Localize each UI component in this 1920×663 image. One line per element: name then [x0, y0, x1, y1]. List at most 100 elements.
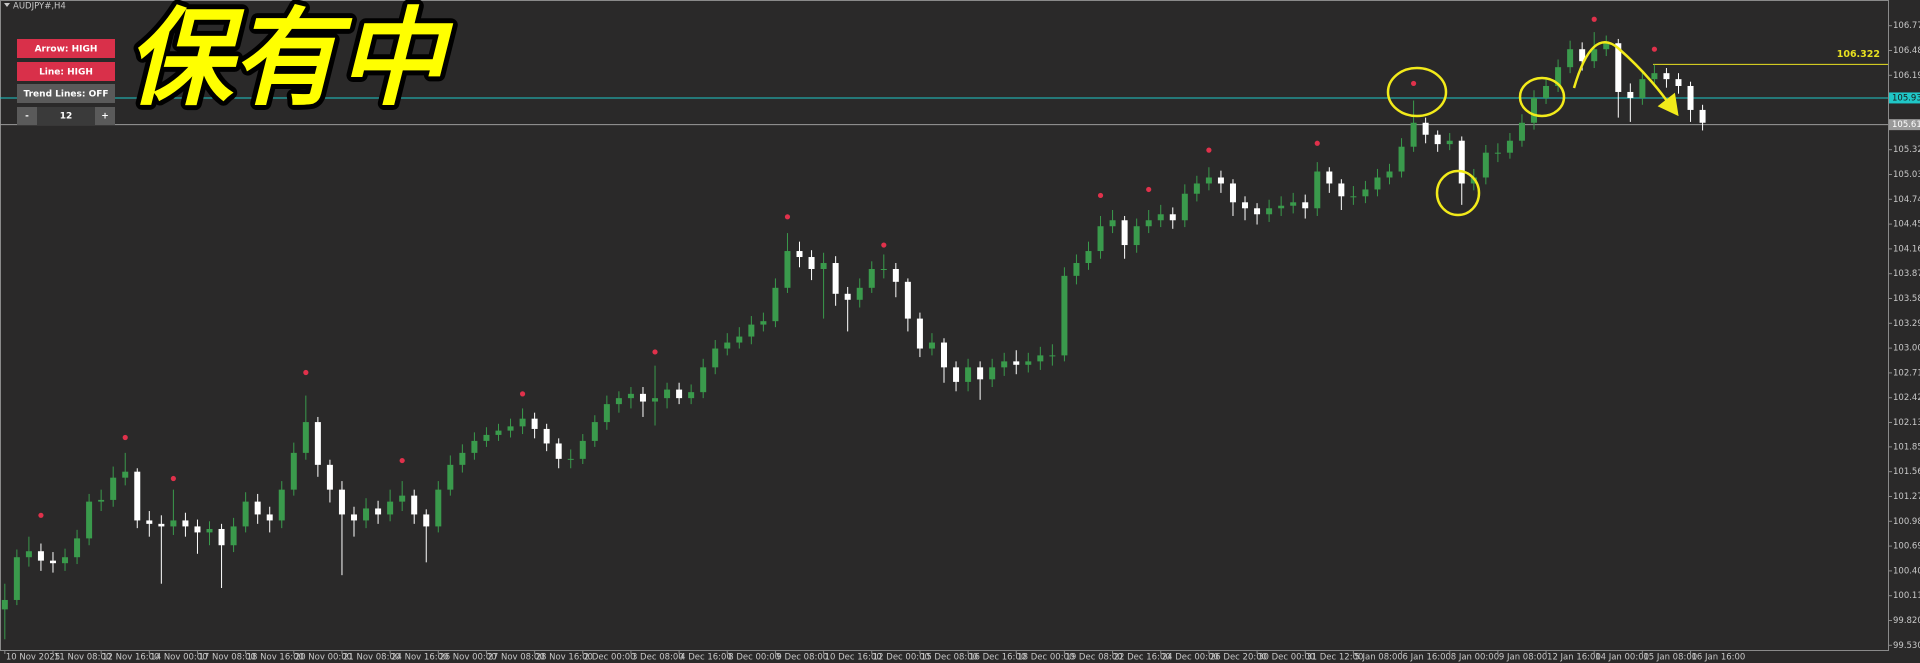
y-tick-label: 100.400 [1893, 566, 1920, 576]
minus-label[interactable]: - [25, 112, 29, 122]
y-tick-label: 101.560 [1893, 467, 1920, 477]
candle-body [543, 428, 550, 444]
candle-body [1181, 193, 1188, 221]
x-tick-label: 16 Dec 16:00 [969, 653, 1026, 663]
x-tick-label: 24 Dec 00:00 [1162, 653, 1219, 663]
trend-button[interactable] [17, 84, 115, 103]
signal-dot [38, 512, 44, 518]
x-tick-label: 21 Nov 08:00 [343, 653, 400, 663]
candle-body [1085, 251, 1092, 264]
minus-button[interactable] [17, 107, 37, 125]
x-tick-label: 8 Dec 00:00 [728, 653, 780, 663]
candle-body [278, 489, 285, 521]
candle-body [1121, 220, 1128, 246]
candle-body [182, 520, 189, 527]
candle-body [724, 342, 731, 349]
x-tick-label: 15 Jan 08:00 [1643, 653, 1697, 663]
candle-body [1049, 355, 1056, 357]
x-tick-label: 26 Dec 20:00 [1210, 653, 1267, 663]
button-label[interactable]: Arrow: HIGH [35, 45, 98, 55]
plus-button[interactable] [95, 107, 115, 125]
candle-body [1205, 177, 1212, 184]
candle-body [1254, 208, 1261, 215]
x-tick-label: 14 Nov 00:00 [150, 653, 207, 663]
x-tick-label: 9 Jan 08:00 [1499, 653, 1547, 663]
y-tick-label: 103.875 [1893, 269, 1920, 279]
candle-body [519, 418, 526, 427]
candle-body [254, 501, 261, 515]
signal-dot [1146, 186, 1152, 193]
button-label[interactable]: Trend Lines: OFF [23, 90, 108, 100]
candle-body [1386, 171, 1393, 178]
candle-body [1290, 202, 1297, 206]
candle-body [110, 477, 117, 500]
candle-body [1663, 73, 1670, 80]
y-tick-label: 103.295 [1893, 319, 1920, 329]
candle-body [796, 251, 803, 258]
candle-body [1603, 43, 1610, 50]
signal-dot [1591, 16, 1597, 22]
plot-frame [0, 0, 1889, 651]
candle-body [1157, 214, 1164, 221]
candle-body [1555, 67, 1562, 86]
x-tick-label: 18 Dec 00:00 [1017, 653, 1074, 663]
menu-triangle[interactable] [4, 3, 10, 7]
x-tick-label: 28 Nov 16:00 [536, 653, 593, 663]
candle-body [411, 495, 418, 515]
button-label[interactable]: Line: HIGH [39, 68, 93, 78]
candle-body [1434, 134, 1441, 145]
arrow-button[interactable] [17, 39, 115, 58]
candle-body [941, 342, 947, 368]
candle-body [1531, 97, 1537, 123]
line-button[interactable] [17, 62, 115, 81]
signal-dot [652, 349, 658, 355]
x-tick-label: 11 Nov 08:00 [54, 653, 111, 663]
candle-body [953, 367, 960, 382]
candle-body [916, 318, 923, 349]
candle-body [363, 508, 370, 521]
candle-body [664, 389, 671, 399]
candle-body [1627, 91, 1634, 98]
step-field[interactable] [37, 107, 95, 125]
candle-body [1651, 73, 1658, 80]
y-tick-label: 99.530 [1893, 641, 1920, 651]
candle-body [808, 257, 815, 269]
candle-body [1543, 85, 1550, 98]
y-tick-label: 102.715 [1893, 368, 1920, 378]
candle-body [483, 434, 490, 441]
candle-body [314, 422, 321, 465]
candle-body [977, 367, 984, 380]
candle-body [1061, 275, 1068, 356]
candle-body [37, 551, 44, 561]
candle-body [74, 538, 81, 558]
candle-body [1145, 220, 1152, 227]
plus-label[interactable]: + [101, 112, 109, 122]
candle-body [579, 440, 586, 459]
x-tick-label: 24 Nov 16:00 [391, 653, 448, 663]
candle-body [1567, 49, 1574, 68]
candle-body [230, 526, 237, 546]
step-value[interactable]: 12 [60, 112, 73, 122]
candle-body [86, 501, 93, 539]
candle-body [326, 464, 333, 490]
candle-body [1699, 109, 1706, 123]
candle-body [134, 471, 141, 521]
candle-body [507, 426, 514, 431]
overlay-text: 保有中 [126, 0, 454, 120]
signal-dot [399, 457, 405, 464]
x-tick-label: 3 Dec 08:00 [632, 653, 684, 663]
candle-body [1193, 183, 1200, 194]
y-tick-label: 103.005 [1893, 344, 1920, 354]
candle-body [170, 520, 177, 527]
x-tick-label: 19 Dec 08:00 [1065, 653, 1122, 663]
candle-body [784, 251, 791, 288]
candle-body [49, 560, 56, 564]
y-tick-label: 104.455 [1893, 220, 1920, 230]
x-tick-label: 17 Nov 08:00 [198, 653, 255, 663]
annotations [1386, 41, 1679, 217]
candle-body [700, 367, 707, 393]
candle-body [1579, 49, 1586, 62]
candle-body [712, 348, 719, 368]
